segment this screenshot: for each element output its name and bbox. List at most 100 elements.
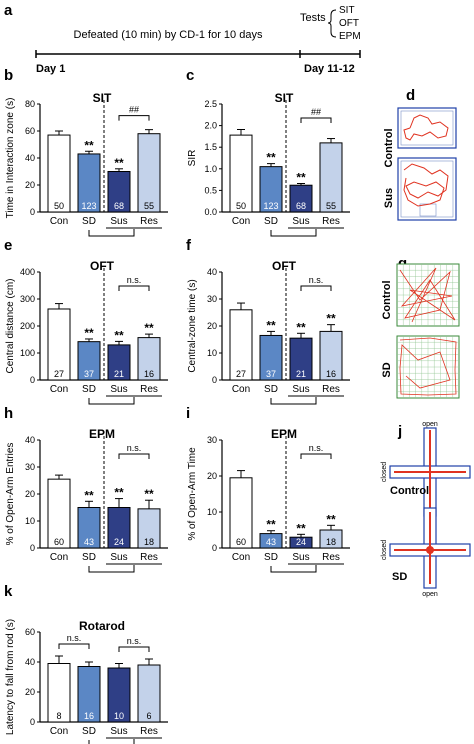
track-label-control: Control [383, 128, 395, 167]
panel-letter-d: d [406, 87, 415, 104]
bar-n-label: 37 [266, 369, 276, 379]
chart-b: b SIT 0 20 40 60 80 Time in Interaction zone (s… [4, 67, 168, 237]
significance-stars: ** [296, 320, 306, 334]
significance-stars: ** [266, 151, 276, 165]
y-tick-label: 30 [25, 462, 35, 472]
oft-track-panel: g Control SD [381, 255, 460, 399]
panel-letter-h: h [4, 405, 13, 422]
bar-n-label: 55 [326, 201, 336, 211]
category-label: Res [140, 552, 158, 563]
epm-track-control: open closed closed Control [381, 421, 474, 517]
category-label: SD [264, 384, 278, 395]
sit-track-sus [397, 157, 457, 221]
oft-track-sd [396, 335, 460, 399]
timeline-defeat-text: Defeated (10 min) by CD-1 for 10 days [74, 29, 263, 41]
y-tick-label: 0 [30, 207, 35, 217]
bar-n-label: 10 [114, 711, 124, 721]
category-label: Sus [292, 384, 309, 395]
y-tick-label: 80 [25, 99, 35, 109]
chart-h: h EPM 0 10 20 30 40 % of Open-Arm Entries 60 Con 4… [4, 405, 168, 573]
y-tick-label: 40 [207, 267, 217, 277]
y-tick-label: 1.0 [204, 164, 217, 174]
category-label: Sus [110, 552, 127, 563]
comparison-bracket [58, 643, 90, 649]
panel-letter-j: j [397, 423, 402, 440]
group-bracket [270, 565, 317, 573]
bar-n-label: 68 [114, 201, 124, 211]
bar-n-label: 60 [236, 537, 246, 547]
group-bracket [270, 229, 317, 237]
y-tick-label: 30 [207, 435, 217, 445]
y-tick-label: 40 [25, 435, 35, 445]
y-tick-label: 20 [25, 489, 35, 499]
y-axis-label: SIR [187, 150, 198, 167]
category-label: Res [140, 726, 158, 737]
category-label: Con [50, 384, 68, 395]
bar-n-label: 50 [236, 201, 246, 211]
panel-letter-a: a [4, 2, 13, 19]
timeline-tests-label: Tests [300, 12, 326, 24]
category-label: Res [140, 216, 158, 227]
chart-k: k Rotarod 0 20 40 60 Latency to fall from rod … [4, 583, 168, 744]
y-tick-label: 100 [20, 348, 35, 358]
y-axis-label: Central distance (cm) [5, 278, 16, 373]
category-label: SD [264, 552, 278, 563]
significance-stars: ** [84, 488, 94, 502]
timeline-panel: a Defeated (10 min) by CD-1 for 10 days … [4, 2, 361, 75]
y-tick-label: 0.5 [204, 185, 217, 195]
comparison-bracket [118, 646, 150, 652]
epm-label-sd: SD [392, 571, 407, 583]
group-bracket [88, 739, 135, 744]
chart-title: EPM [271, 427, 297, 441]
bar-n-label: 50 [54, 201, 64, 211]
category-label: SD [264, 216, 278, 227]
tests-brace [327, 9, 337, 38]
panel-letter-k: k [4, 583, 13, 600]
oft-track-control [396, 263, 460, 327]
category-label: Sus [292, 552, 309, 563]
chart-title: OFT [90, 259, 115, 273]
category-label: SD [82, 726, 96, 737]
y-tick-label: 400 [20, 267, 35, 277]
comparison-label: ## [129, 105, 139, 115]
bar-n-label: 43 [84, 537, 94, 547]
bar-n-label: 6 [146, 711, 151, 721]
comparison-label: n.s. [309, 443, 324, 453]
y-tick-label: 60 [25, 627, 35, 637]
y-tick-label: 20 [207, 471, 217, 481]
sit-track-control [397, 107, 457, 149]
category-label: SD [82, 552, 96, 563]
panel-letter-e: e [4, 237, 12, 254]
test-oft-label: OFT [339, 18, 359, 29]
bar-n-label: 24 [114, 537, 124, 547]
category-label: Sus [110, 384, 127, 395]
comparison-bracket [300, 285, 332, 291]
category-label: Res [322, 552, 340, 563]
epm-open-label-top: open [422, 421, 438, 428]
y-tick-label: 300 [20, 294, 35, 304]
oft-label-sd: SD [381, 362, 393, 377]
y-tick-label: 10 [207, 348, 217, 358]
y-tick-label: 20 [25, 687, 35, 697]
bar-n-label: 8 [56, 711, 61, 721]
chart-i: i EPM 0 10 20 30 % of Open-Arm Time 60 Con 43 ** SD… [186, 405, 350, 573]
bar-n-label: 18 [144, 537, 154, 547]
bar-n-label: 123 [263, 201, 278, 211]
panel-letter-f: f [186, 237, 192, 254]
y-tick-label: 60 [25, 126, 35, 136]
epm-sd-closed-label-left: closed [381, 540, 388, 560]
significance-stars: ** [296, 170, 306, 184]
test-sit-label: SIT [339, 5, 355, 16]
test-epm-label: EPM [339, 31, 361, 42]
significance-stars: ** [326, 312, 336, 326]
y-tick-label: 0 [212, 543, 217, 553]
y-tick-label: 20 [207, 321, 217, 331]
significance-stars: ** [84, 138, 94, 152]
bar-n-label: 27 [54, 369, 64, 379]
bar-n-label: 27 [236, 369, 246, 379]
epm-label-control: Control [390, 485, 429, 497]
bar-n-label: 21 [114, 369, 124, 379]
significance-stars: ** [114, 156, 124, 170]
category-label: Res [140, 384, 158, 395]
